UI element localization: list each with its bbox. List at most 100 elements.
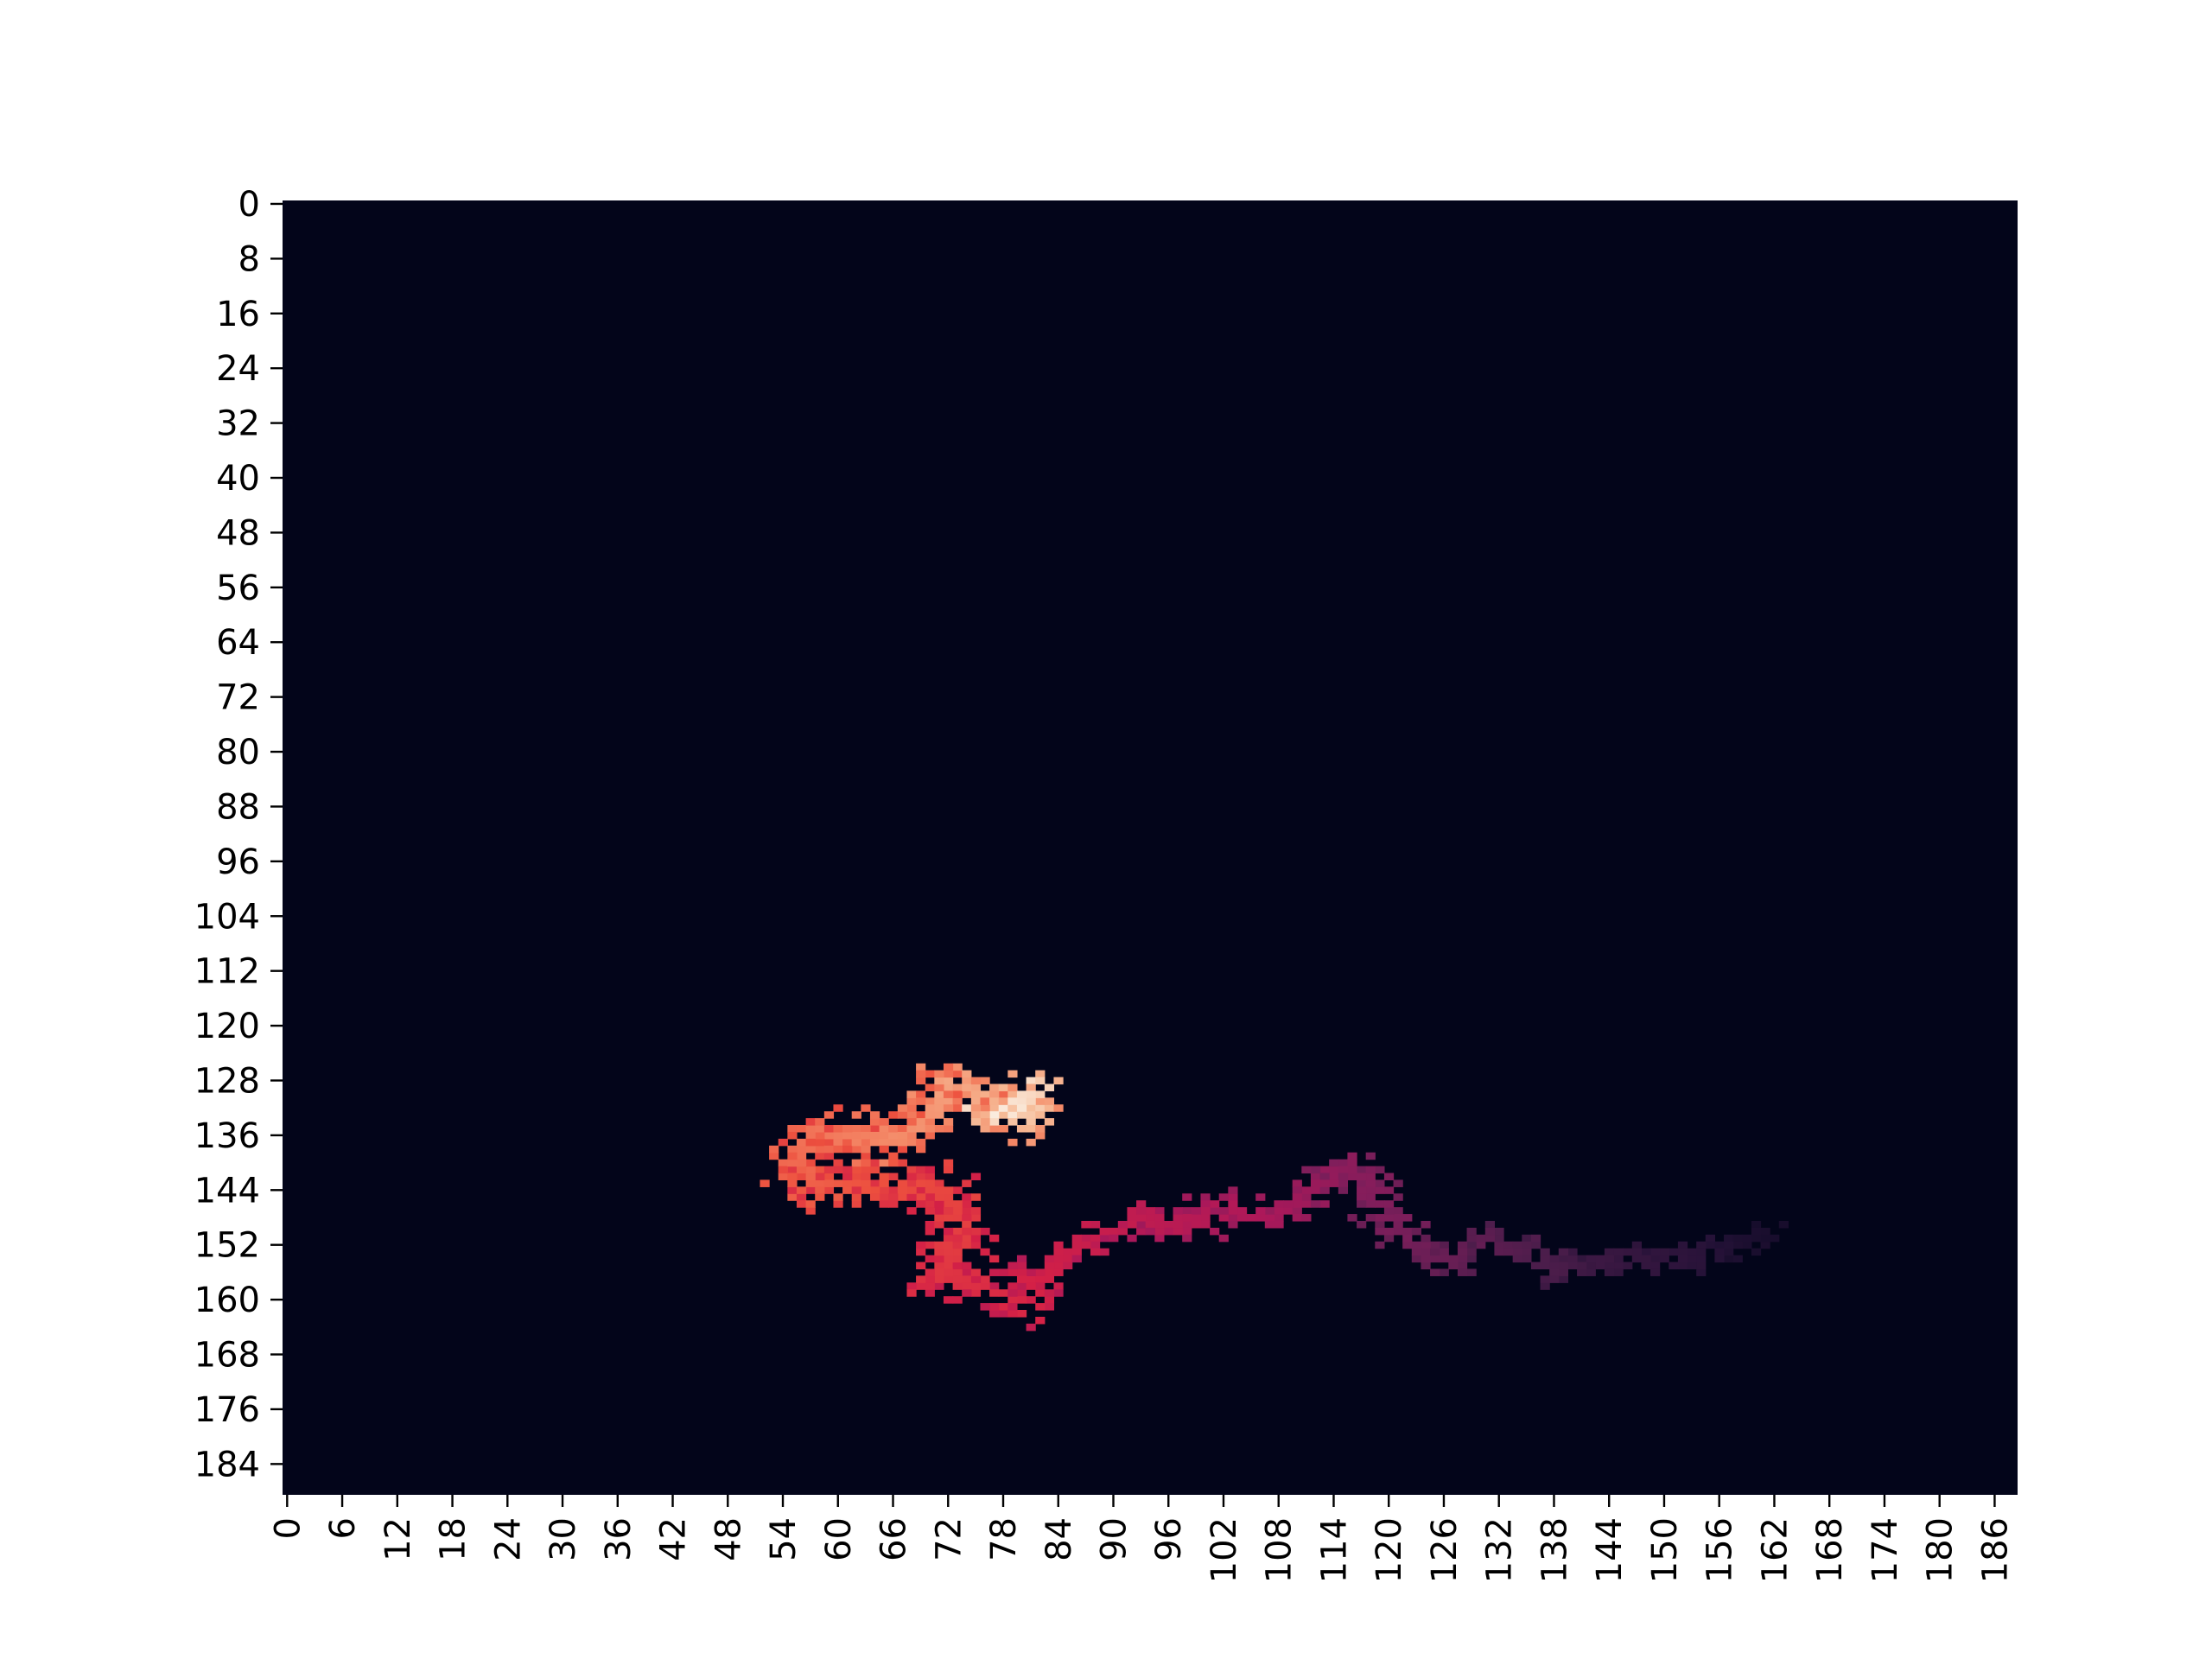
- heatmap-cell: [952, 1268, 963, 1276]
- heatmap-cell: [769, 1145, 779, 1154]
- heatmap-cell: [823, 1186, 835, 1194]
- heatmap-cell: [1127, 1220, 1137, 1229]
- heatmap-cell: [962, 1234, 972, 1243]
- heatmap-cell: [1421, 1241, 1431, 1249]
- x-tick-label: 84: [1039, 1517, 1079, 1561]
- heatmap-cell: [1081, 1220, 1091, 1229]
- heatmap-cell: [888, 1111, 899, 1119]
- heatmap-cell: [1044, 1289, 1055, 1297]
- heatmap-cell: [1329, 1159, 1339, 1167]
- heatmap-cell: [916, 1241, 926, 1249]
- heatmap-cell: [1365, 1186, 1376, 1194]
- heatmap-cell: [1365, 1179, 1376, 1187]
- y-tick-label: 72: [216, 678, 260, 718]
- heatmap-cell: [1154, 1214, 1165, 1222]
- heatmap-cell: [1705, 1241, 1715, 1249]
- heatmap-cell: [952, 1241, 963, 1249]
- heatmap-cell: [1090, 1220, 1101, 1229]
- heatmap-cell: [1530, 1234, 1541, 1243]
- heatmap-cell: [906, 1207, 917, 1215]
- heatmap-cell: [1071, 1234, 1082, 1243]
- heatmap-cell: [1127, 1207, 1137, 1215]
- heatmap-cell: [934, 1255, 944, 1263]
- heatmap-cell: [952, 1275, 963, 1283]
- heatmap-cell: [1035, 1268, 1046, 1276]
- heatmap-cell: [833, 1145, 843, 1154]
- heatmap-cell: [1760, 1241, 1770, 1249]
- y-tick-label: 184: [194, 1445, 260, 1484]
- heatmap-cell: [869, 1125, 880, 1133]
- heatmap-cell: [1494, 1234, 1504, 1243]
- heatmap-cell: [1191, 1207, 1202, 1215]
- y-axis: 0 8 16 24 32 40 48 56 64 72 80 88 96 104 112 120 128 136 1…: [194, 185, 283, 1484]
- heatmap-cell: [970, 1275, 982, 1283]
- heatmap-cell: [869, 1193, 880, 1201]
- heatmap-cell: [916, 1111, 926, 1119]
- heatmap-cell: [1026, 1275, 1036, 1283]
- heatmap-cell: [1411, 1241, 1422, 1249]
- heatmap-cell: [1365, 1200, 1376, 1208]
- heatmap-cell: [934, 1077, 944, 1085]
- heatmap-cell: [998, 1289, 1008, 1297]
- heatmap-cell: [1347, 1166, 1357, 1174]
- heatmap-cell: [1035, 1104, 1046, 1112]
- heatmap-cell: [1026, 1084, 1036, 1091]
- heatmap-cell: [925, 1220, 935, 1229]
- heatmap-cell: [1677, 1255, 1688, 1263]
- heatmap-cell: [1724, 1248, 1734, 1256]
- heatmap-cell: [989, 1097, 1000, 1105]
- heatmap-cell: [1255, 1207, 1266, 1215]
- heatmap-cell: [1218, 1214, 1229, 1222]
- heatmap-cell: [805, 1207, 816, 1215]
- heatmap-cell: [888, 1152, 899, 1160]
- heatmap-cell: [1292, 1179, 1302, 1187]
- heatmap-cell: [778, 1166, 788, 1174]
- heatmap-cell: [1595, 1262, 1605, 1270]
- heatmap-cell: [833, 1104, 843, 1112]
- y-tick-label: 112: [194, 952, 260, 992]
- heatmap-cell: [943, 1227, 954, 1236]
- heatmap-cell: [1035, 1125, 1046, 1133]
- heatmap-cell: [989, 1289, 1000, 1297]
- heatmap-cell: [1071, 1255, 1082, 1263]
- heatmap-cell: [1430, 1255, 1440, 1263]
- heatmap-cell: [787, 1179, 798, 1187]
- x-tick-label: 96: [1149, 1517, 1189, 1561]
- heatmap-cell: [1228, 1200, 1238, 1208]
- x-tick-label: 120: [1370, 1517, 1409, 1583]
- heatmap-cell: [943, 1118, 954, 1126]
- heatmap-cell: [1026, 1077, 1036, 1085]
- heatmap-cell: [833, 1193, 843, 1201]
- heatmap-cell: [952, 1063, 963, 1071]
- heatmap-cell: [888, 1173, 899, 1181]
- heatmap-cell: [842, 1179, 853, 1187]
- heatmap-cell: [1512, 1241, 1522, 1249]
- heatmap-cell: [1512, 1255, 1522, 1263]
- heatmap-cell: [1016, 1111, 1027, 1119]
- heatmap-cell: [869, 1166, 880, 1174]
- heatmap-cell: [1301, 1186, 1312, 1194]
- heatmap-cell: [1310, 1166, 1321, 1174]
- heatmap-cell: [1016, 1289, 1027, 1297]
- heatmap-cell: [1567, 1255, 1578, 1263]
- heatmap-cell: [833, 1131, 843, 1140]
- heatmap-zero-region: [283, 200, 2018, 1495]
- heatmap-cell: [1357, 1193, 1367, 1201]
- heatmap-cell: [869, 1179, 880, 1187]
- heatmap-cell: [1357, 1186, 1367, 1194]
- heatmap-cell: [989, 1084, 1000, 1091]
- heatmap-cell: [998, 1090, 1008, 1098]
- x-tick-label: 60: [819, 1517, 859, 1561]
- heatmap-cell: [1053, 1282, 1064, 1290]
- y-tick-label: 80: [216, 733, 260, 772]
- heatmap-cell: [1439, 1248, 1449, 1256]
- heatmap-cell: [925, 1070, 935, 1078]
- heatmap-cell: [952, 1090, 963, 1098]
- heatmap-cell: [916, 1097, 926, 1105]
- heatmap-cell: [1687, 1248, 1697, 1256]
- heatmap-cell: [1522, 1255, 1532, 1263]
- heatmap-cell: [916, 1077, 926, 1085]
- heatmap-cell: [1016, 1125, 1027, 1133]
- heatmap-cell: [1558, 1255, 1568, 1263]
- heatmap-cell: [815, 1118, 825, 1126]
